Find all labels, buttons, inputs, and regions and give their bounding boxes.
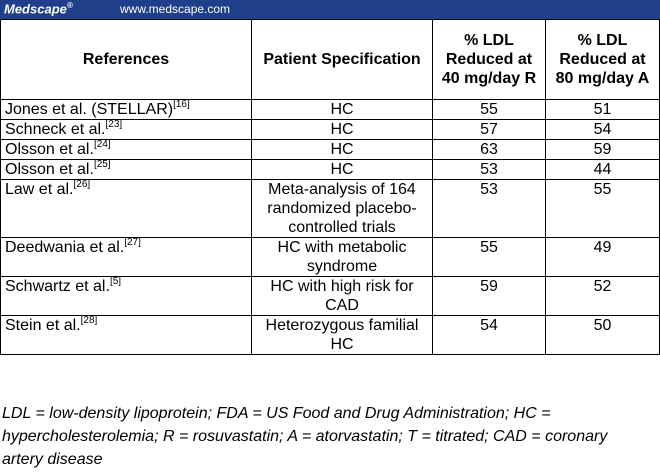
reference-cell: Schneck et al.[23] [0,119,252,140]
table-row: Deedwania et al.[27] HC with metabolic sy… [0,237,660,277]
table-row: Law et al.[26] Meta-analysis of 164 rando… [0,179,660,238]
reference-cell: Law et al.[26] [0,179,252,238]
table-footnote: LDL = low-density lipoprotein; FDA = US … [2,405,608,468]
ldl-reduced-r-cell: 53 [432,179,546,238]
ldl-reduced-r-cell: 59 [432,276,546,316]
patient-specification-cell: Meta-analysis of 164 randomized placebo-… [251,179,433,238]
table-row: Schwartz et al.[5] HC with high risk for … [0,276,660,316]
reference-name: Deedwania et al. [5,239,125,256]
site-url-link[interactable]: www.medscape.com [120,2,231,16]
citation-marker[interactable]: [24] [93,139,111,150]
reference-cell: Schwartz et al.[5] [0,276,252,316]
table-row: Schneck et al.[23] HC 57 54 [0,119,660,140]
ldl-reduced-a-cell: 49 [545,237,660,277]
citation-marker[interactable]: [23] [105,119,123,130]
brand-mark: ® [66,1,73,10]
ldl-reduced-a-cell: 44 [545,159,660,180]
reference-name: Olsson et al. [5,161,94,178]
ldl-reduced-a-cell: 55 [545,179,660,238]
header-references: References [0,19,252,100]
patient-specification-cell: HC with metabolic syndrome [251,237,433,277]
reference-name: Olsson et al. [5,141,94,158]
ldl-reduced-a-cell: 52 [545,276,660,316]
reference-name: Stein et al. [5,317,81,334]
medscape-logo[interactable]: Medscape® [4,1,73,16]
reference-name: Schneck et al. [5,121,106,138]
ldl-reduced-r-cell: 57 [432,119,546,140]
ldl-reduction-table: References Patient Specification % LDL R… [0,19,660,355]
reference-cell: Deedwania et al.[27] [0,237,252,277]
citation-marker[interactable]: [16] [173,99,190,110]
citation-marker[interactable]: [25] [93,159,111,170]
ldl-reduced-r-cell: 53 [432,159,546,180]
ldl-reduced-a-cell: 59 [545,139,660,160]
table-row: Jones et al. (STELLAR)[16] HC 55 51 [0,99,660,120]
citation-marker[interactable]: [5] [109,276,122,287]
reference-cell: Jones et al. (STELLAR)[16] [0,99,252,120]
header-ldl-reduced-rosuvastatin: % LDL Reduced at 40 mg/day R [432,19,546,100]
reference-name: Schwartz et al. [5,278,110,295]
reference-name: Law et al. [5,181,74,198]
ldl-reduced-a-cell: 54 [545,119,660,140]
table-row: Stein et al.[28] Heterozygous familial HC… [0,315,660,355]
patient-specification-cell: HC [251,99,433,120]
citation-marker[interactable]: [26] [73,179,91,190]
patient-specification-cell: HC [251,139,433,160]
table-row: Olsson et al.[25] HC 53 44 [0,159,660,180]
table-header-row: References Patient Specification % LDL R… [0,19,660,100]
patient-specification-cell: HC [251,119,433,140]
ldl-reduced-a-cell: 51 [545,99,660,120]
patient-specification-cell: Heterozygous familial HC [251,315,433,355]
ldl-reduced-r-cell: 54 [432,315,546,355]
header-patient-specification: Patient Specification [251,19,433,100]
reference-cell: Olsson et al.[24] [0,139,252,160]
citation-marker[interactable]: [28] [80,315,98,326]
patient-specification-cell: HC with high risk for CAD [251,276,433,316]
ldl-reduced-r-cell: 55 [432,237,546,277]
reference-cell: Stein et al.[28] [0,315,252,355]
ldl-reduced-r-cell: 63 [432,139,546,160]
reference-name: Jones et al. (STELLAR) [5,101,174,118]
header-ldl-reduced-atorvastatin: % LDL Reduced at 80 mg/day A [545,19,660,100]
medscape-banner: Medscape® www.medscape.com [0,0,660,19]
ldl-reduced-r-cell: 55 [432,99,546,120]
reference-cell: Olsson et al.[25] [0,159,252,180]
brand-name: Medscape [4,1,67,17]
patient-specification-cell: HC [251,159,433,180]
ldl-reduced-a-cell: 50 [545,315,660,355]
table-row: Olsson et al.[24] HC 63 59 [0,139,660,160]
citation-marker[interactable]: [27] [124,237,141,248]
